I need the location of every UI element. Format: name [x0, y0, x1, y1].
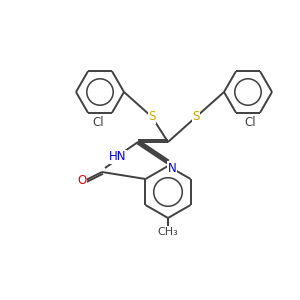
Text: S: S — [192, 110, 200, 124]
Text: N: N — [168, 161, 176, 175]
Text: Cl: Cl — [92, 116, 104, 130]
Text: CH₃: CH₃ — [158, 227, 178, 237]
Text: O: O — [77, 173, 87, 187]
Text: HN: HN — [109, 151, 127, 164]
Text: S: S — [148, 110, 156, 124]
Text: Cl: Cl — [244, 116, 256, 130]
